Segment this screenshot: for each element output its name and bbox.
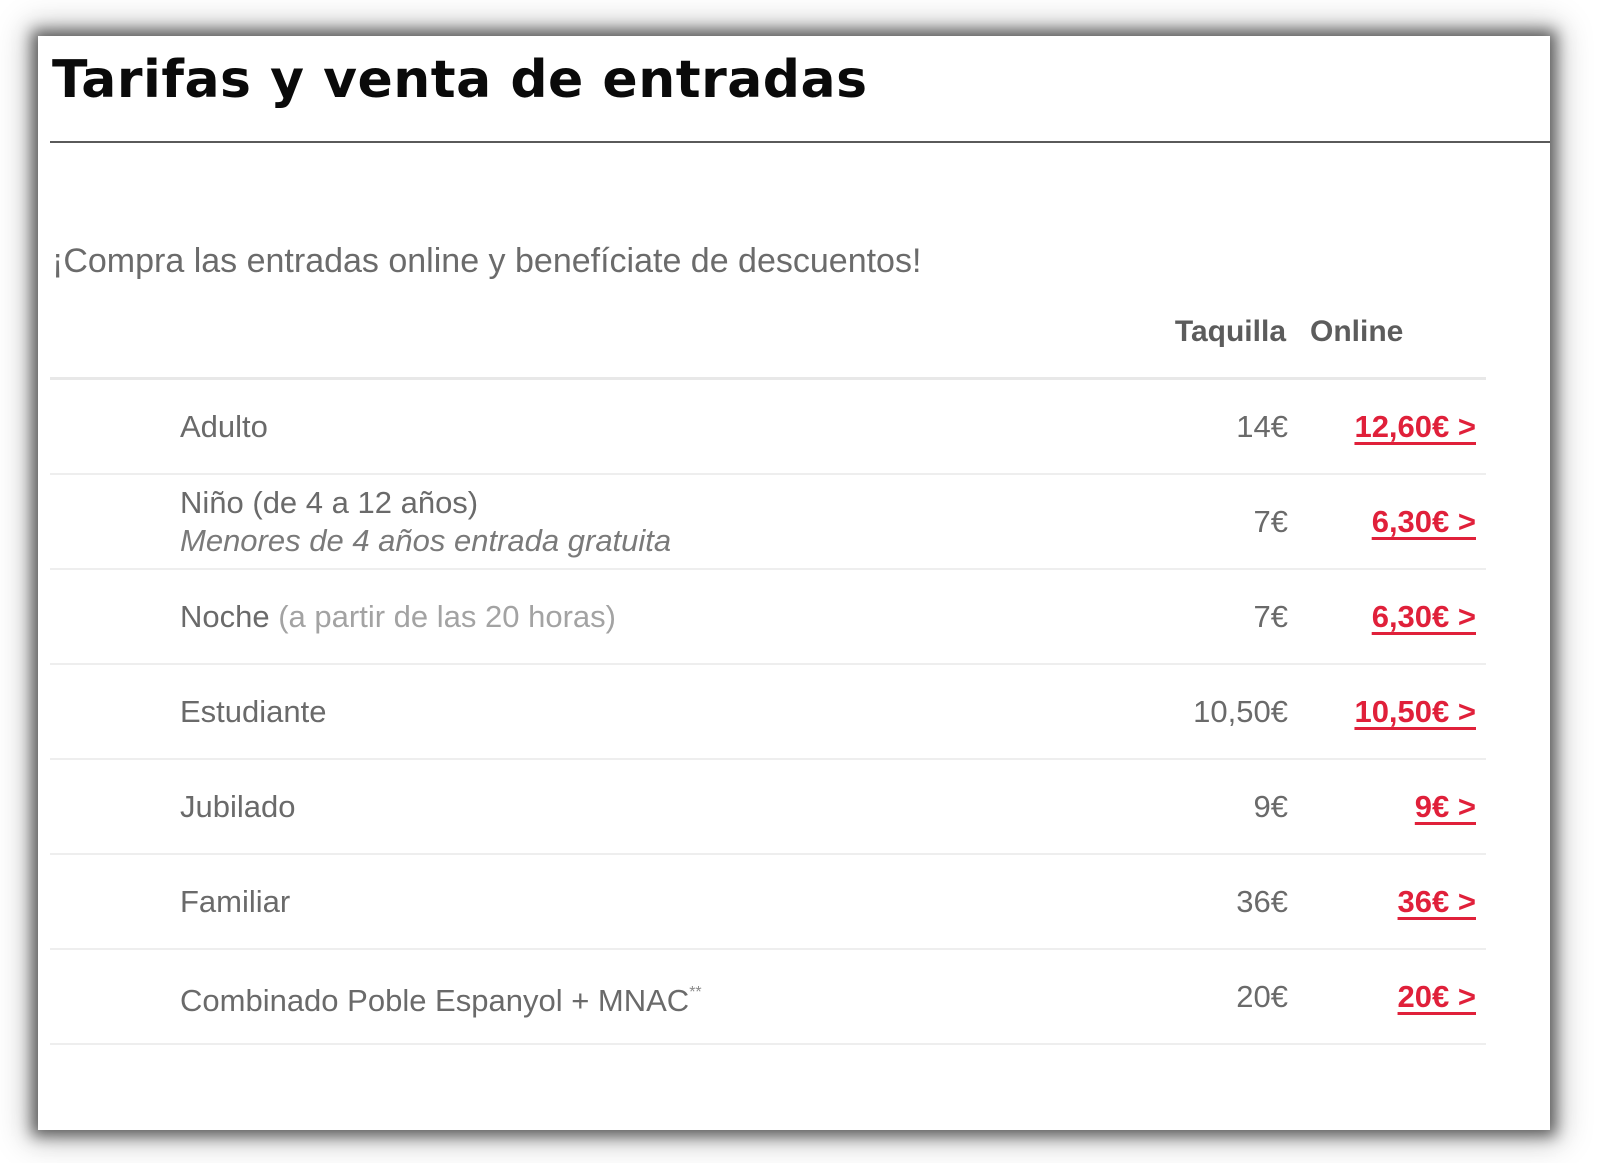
- promo-text: ¡Compra las entradas online y benefíciat…: [52, 242, 922, 280]
- row-label: Familiar: [180, 883, 291, 919]
- buy-online-link[interactable]: 20€ >: [1397, 979, 1476, 1014]
- column-header-online: Online: [1310, 315, 1404, 348]
- buy-online-link[interactable]: 36€ >: [1397, 884, 1476, 919]
- row-label-group: Estudiante: [180, 665, 327, 758]
- row-note: Menores de 4 años entrada gratuita: [180, 522, 672, 558]
- box-office-price: 9€: [1253, 789, 1288, 824]
- pricing-panel: Tarifas y venta de entradas ¡Compra las …: [38, 36, 1550, 1130]
- row-label-group: Combinado Poble Espanyol + MNAC**: [180, 950, 702, 1043]
- row-detail: (a partir de las 20 horas): [278, 598, 616, 634]
- box-office-price: 7€: [1253, 504, 1288, 539]
- row-label-line: Noche (a partir de las 20 horas): [180, 598, 616, 636]
- row-label-group: Jubilado: [180, 760, 295, 853]
- buy-online-link[interactable]: 6,30€ >: [1371, 504, 1476, 539]
- box-office-price: 36€: [1236, 884, 1288, 919]
- buy-online-link[interactable]: 9€ >: [1414, 789, 1476, 824]
- box-office-price: 14€: [1236, 409, 1288, 444]
- row-label: Estudiante: [180, 693, 327, 729]
- header-divider: [50, 377, 1486, 380]
- row-label-group: Niño (de 4 a 12 años) Menores de 4 años …: [180, 475, 671, 568]
- box-office-price: 20€: [1236, 979, 1288, 1014]
- buy-online-link[interactable]: 10,50€ >: [1354, 694, 1476, 729]
- box-office-price: 7€: [1253, 599, 1288, 634]
- row-label: Noche: [180, 598, 270, 634]
- row-label-line: Combinado Poble Espanyol + MNAC**: [180, 974, 702, 1020]
- page-title: Tarifas y venta de entradas: [52, 50, 868, 110]
- row-label-group: Familiar: [180, 855, 290, 948]
- price-row-noche: Noche (a partir de las 20 horas) 7€ 6,30…: [50, 570, 1486, 665]
- row-label: Jubilado: [180, 788, 296, 824]
- price-row-nino: Niño (de 4 a 12 años) Menores de 4 años …: [50, 475, 1486, 570]
- price-row-familiar: Familiar 36€ 36€ >: [50, 855, 1486, 950]
- row-label-group: Adulto: [180, 380, 268, 473]
- price-row-estudiante: Estudiante 10,50€ 10,50€ >: [50, 665, 1486, 760]
- box-office-price: 10,50€: [1193, 694, 1288, 729]
- row-label: Combinado Poble Espanyol + MNAC: [180, 982, 690, 1018]
- footnote-marker: **: [689, 983, 702, 1001]
- buy-online-link[interactable]: 6,30€ >: [1371, 599, 1476, 634]
- title-divider: [50, 141, 1550, 143]
- price-row-jubilado: Jubilado 9€ 9€ >: [50, 760, 1486, 855]
- price-row-combinado: Combinado Poble Espanyol + MNAC** 20€ 20…: [50, 950, 1486, 1045]
- price-table: Adulto 14€ 12,60€ > Niño (de 4 a 12 años…: [50, 380, 1486, 1045]
- row-label: Niño (de 4 a 12 años): [180, 484, 479, 520]
- row-label-group: Noche (a partir de las 20 horas): [180, 570, 616, 663]
- buy-online-link[interactable]: 12,60€ >: [1354, 409, 1476, 444]
- price-row-adulto: Adulto 14€ 12,60€ >: [50, 380, 1486, 475]
- row-label: Adulto: [180, 408, 268, 444]
- column-header-taquilla: Taquilla: [1174, 315, 1286, 348]
